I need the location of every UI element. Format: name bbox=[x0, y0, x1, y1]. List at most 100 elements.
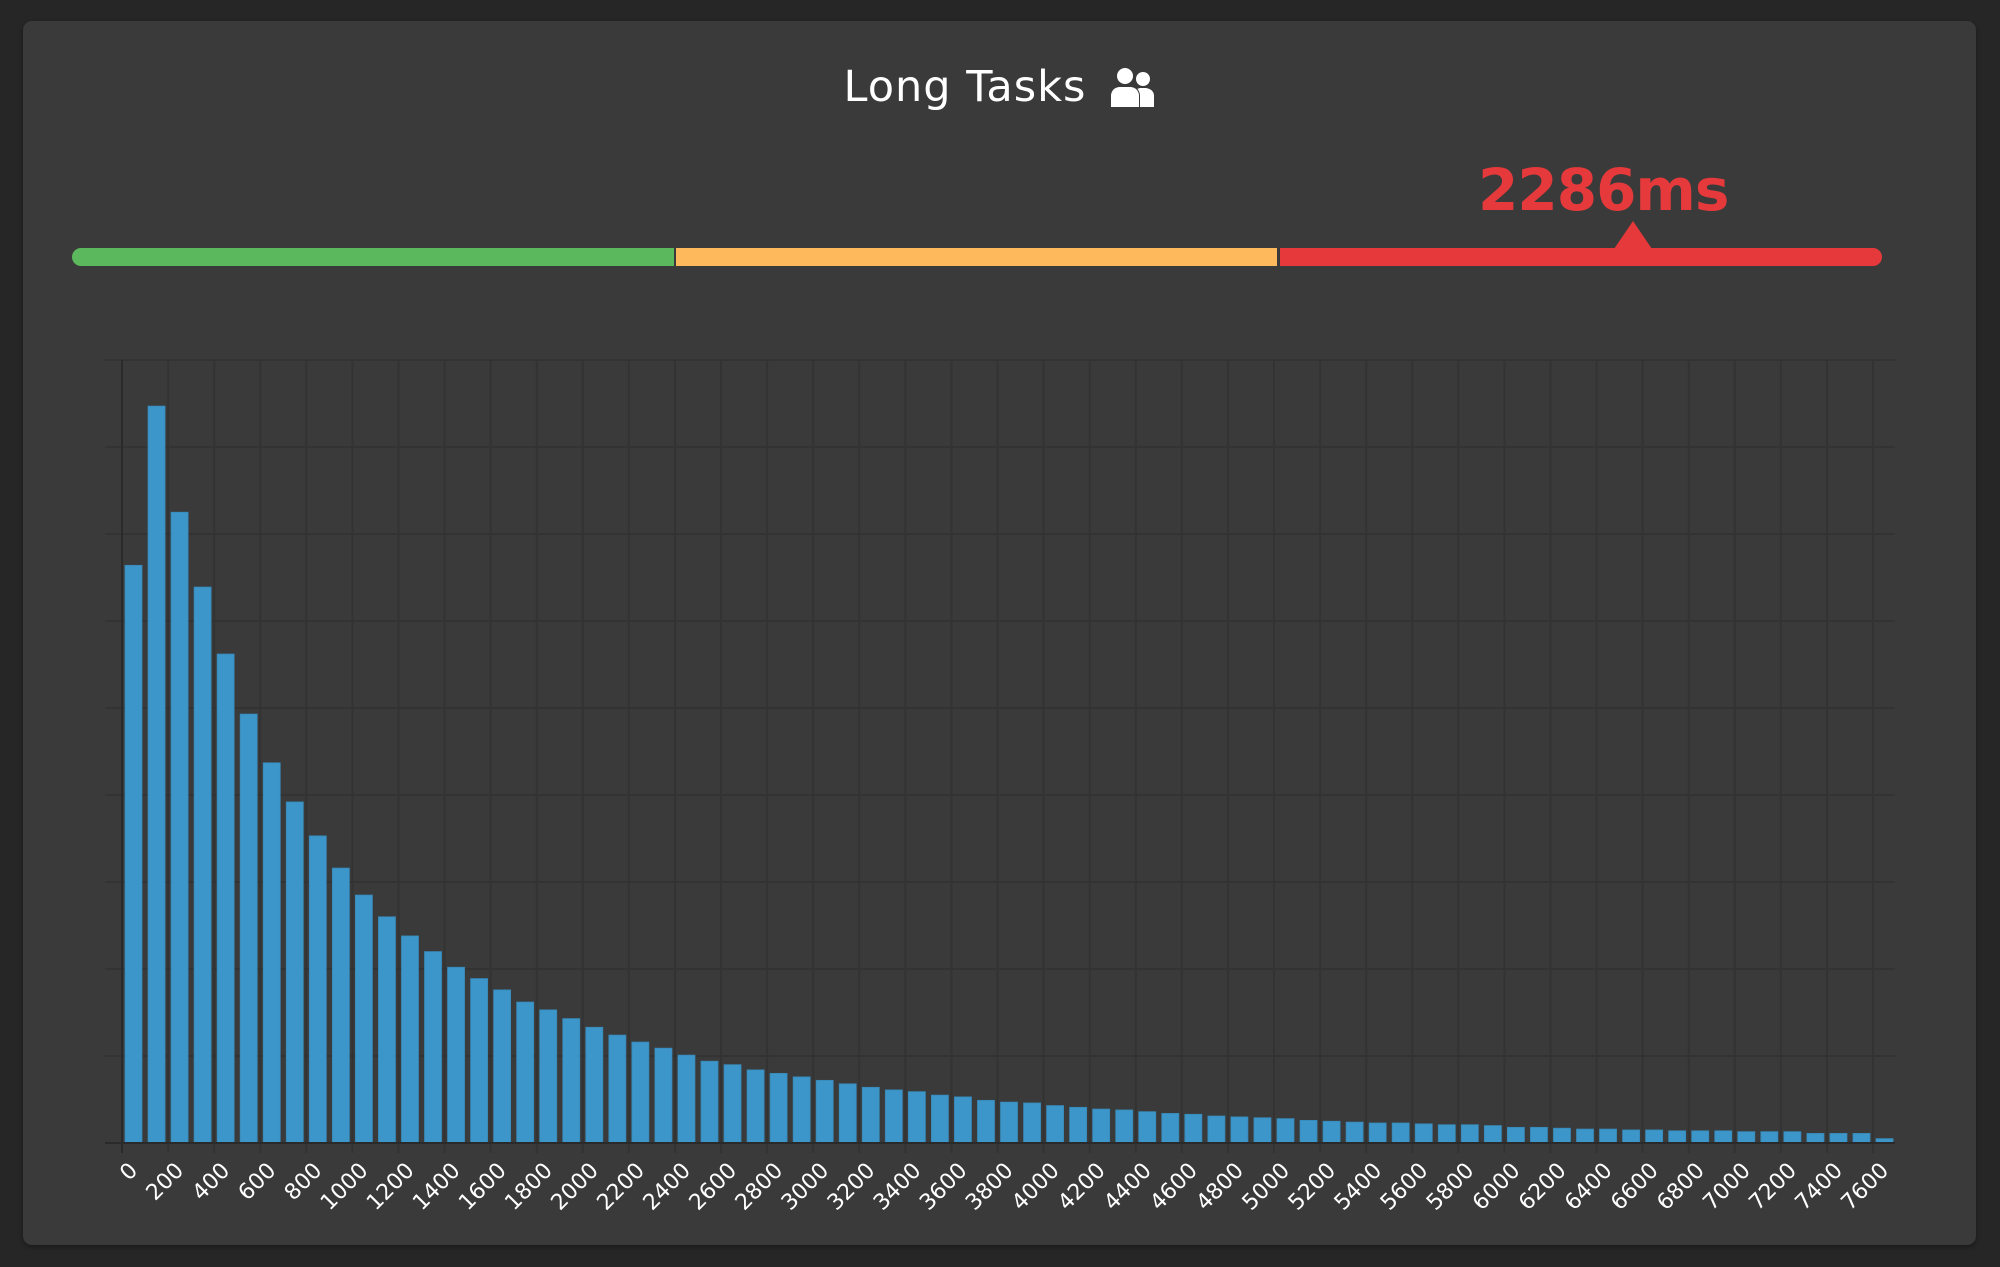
histogram-bar bbox=[1253, 1117, 1272, 1144]
histogram-bar bbox=[792, 1076, 811, 1144]
histogram-bar bbox=[216, 653, 235, 1144]
histogram-bar bbox=[1345, 1121, 1364, 1144]
x-tick-label: 5800 bbox=[1422, 1158, 1479, 1215]
x-tick-label: 2600 bbox=[685, 1158, 742, 1215]
histogram-bar bbox=[1092, 1108, 1111, 1144]
histogram-bar bbox=[262, 762, 281, 1144]
x-tick-label: 6600 bbox=[1606, 1158, 1663, 1215]
threshold-poor-segment bbox=[1280, 248, 1882, 266]
x-tick-label: 3000 bbox=[777, 1158, 834, 1215]
x-tick-label: 200 bbox=[142, 1158, 189, 1205]
metric-value: 2286ms bbox=[1478, 156, 1729, 224]
histogram-bar bbox=[1622, 1129, 1640, 1144]
histogram-bar bbox=[1069, 1106, 1088, 1144]
histogram-bar bbox=[1000, 1101, 1018, 1144]
x-tick-label: 4400 bbox=[1099, 1158, 1156, 1215]
histogram-bar bbox=[354, 894, 373, 1144]
histogram-bar bbox=[907, 1091, 926, 1144]
histogram-bar bbox=[1530, 1126, 1548, 1144]
x-tick-label: 1600 bbox=[454, 1158, 511, 1215]
histogram-bar bbox=[378, 916, 396, 1144]
histogram-bar bbox=[838, 1083, 857, 1144]
histogram-bar bbox=[239, 713, 258, 1144]
x-tick-label: 600 bbox=[234, 1158, 281, 1205]
histogram-bar bbox=[424, 951, 442, 1144]
x-tick-label: 6000 bbox=[1468, 1158, 1525, 1215]
histogram-bar bbox=[931, 1094, 949, 1144]
histogram-bar bbox=[954, 1096, 972, 1144]
histogram-bar bbox=[193, 586, 212, 1144]
x-tick-label: 7600 bbox=[1837, 1158, 1894, 1215]
histogram-bar bbox=[1668, 1130, 1687, 1144]
histogram-bar bbox=[746, 1069, 765, 1144]
histogram-bar bbox=[1138, 1111, 1157, 1144]
histogram-bar bbox=[124, 564, 143, 1144]
x-axis: 0200400600800100012001400160018002000220… bbox=[105, 1142, 1895, 1216]
histogram-bar bbox=[1737, 1131, 1756, 1144]
x-tick-label: 7000 bbox=[1699, 1158, 1756, 1215]
histogram-bar bbox=[1230, 1116, 1249, 1144]
histogram-bar bbox=[285, 801, 304, 1144]
x-tick-label: 6400 bbox=[1560, 1158, 1617, 1215]
histogram-bar bbox=[1576, 1128, 1594, 1144]
histogram-bar bbox=[331, 867, 350, 1144]
histogram-bar bbox=[1368, 1122, 1387, 1144]
histogram-bar bbox=[1553, 1127, 1571, 1144]
histogram-bar bbox=[516, 1001, 535, 1144]
x-tick-label: 2800 bbox=[731, 1158, 788, 1215]
histogram-bar bbox=[401, 935, 419, 1144]
histogram-bar bbox=[170, 511, 189, 1144]
x-tick-label: 3400 bbox=[869, 1158, 926, 1215]
histogram-bar bbox=[1645, 1129, 1664, 1144]
x-tick-label: 1000 bbox=[316, 1158, 373, 1215]
x-tick-label: 2000 bbox=[547, 1158, 604, 1215]
x-tick-label: 400 bbox=[188, 1158, 235, 1205]
x-tick-label: 4000 bbox=[1007, 1158, 1064, 1215]
panel-title: Long Tasks bbox=[843, 62, 1087, 112]
histogram-bar bbox=[1714, 1130, 1733, 1144]
histogram-bar bbox=[1829, 1133, 1848, 1144]
histogram-bar bbox=[631, 1041, 650, 1144]
x-tick-label: 1400 bbox=[408, 1158, 465, 1215]
histogram-bar bbox=[861, 1086, 880, 1144]
x-tick-label: 5400 bbox=[1330, 1158, 1387, 1215]
histogram-bar bbox=[147, 405, 166, 1144]
histogram-bar bbox=[470, 978, 489, 1144]
histogram-bar bbox=[1691, 1130, 1710, 1144]
x-tick-label: 3800 bbox=[961, 1158, 1018, 1215]
histogram-bar bbox=[1599, 1128, 1617, 1144]
x-tick-label: 7200 bbox=[1745, 1158, 1802, 1215]
x-tick-label: 7400 bbox=[1791, 1158, 1848, 1215]
histogram-bar bbox=[1483, 1125, 1502, 1144]
histogram-bar bbox=[1507, 1126, 1525, 1144]
histogram-bar bbox=[585, 1026, 604, 1144]
chart-bars bbox=[124, 405, 1894, 1144]
histogram-bar bbox=[493, 989, 512, 1144]
histogram-bar bbox=[308, 835, 327, 1144]
threshold-good-segment bbox=[72, 248, 674, 266]
histogram-bar bbox=[1115, 1109, 1134, 1144]
histogram-bar bbox=[1322, 1120, 1341, 1144]
x-tick-label: 3600 bbox=[915, 1158, 972, 1215]
x-tick-label: 4200 bbox=[1053, 1158, 1110, 1215]
chart-grid bbox=[105, 359, 1895, 1153]
x-tick-label: 5200 bbox=[1284, 1158, 1341, 1215]
histogram-bar bbox=[1046, 1105, 1064, 1144]
x-tick-label: 6200 bbox=[1514, 1158, 1571, 1215]
histogram-bar bbox=[562, 1018, 581, 1144]
histogram-bar bbox=[1161, 1113, 1180, 1144]
histogram-bar bbox=[1852, 1133, 1871, 1144]
histogram-bar bbox=[1184, 1113, 1203, 1144]
histogram-bar bbox=[1023, 1102, 1041, 1144]
histogram-bar bbox=[1414, 1123, 1433, 1144]
histogram-bar bbox=[1437, 1124, 1456, 1144]
threshold-warn-segment bbox=[676, 248, 1277, 266]
histogram-bar bbox=[723, 1064, 742, 1144]
histogram-bar bbox=[815, 1079, 834, 1144]
x-tick-label: 6800 bbox=[1652, 1158, 1709, 1215]
users-icon[interactable] bbox=[1108, 65, 1156, 109]
histogram-bar bbox=[1783, 1131, 1802, 1144]
x-tick-label: 1800 bbox=[500, 1158, 557, 1215]
histogram-bar bbox=[608, 1034, 627, 1144]
